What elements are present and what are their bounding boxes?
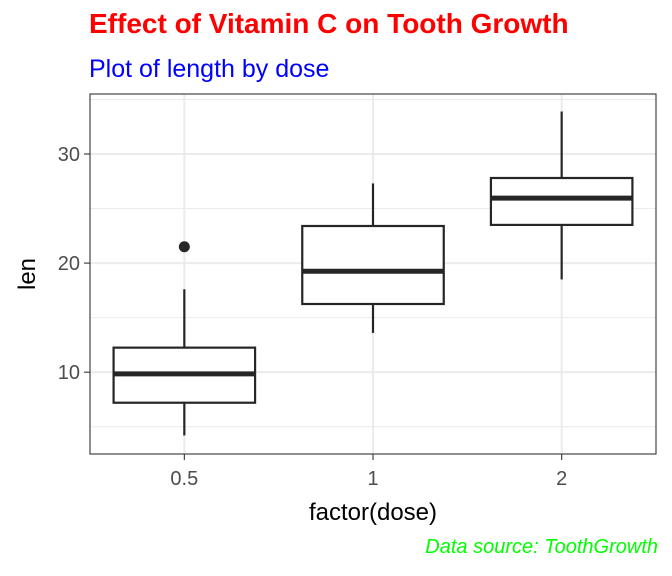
x-tick-label: 1 bbox=[367, 468, 378, 490]
x-tick-label: 2 bbox=[556, 468, 567, 490]
x-axis: 0.5 1 2 bbox=[170, 454, 567, 490]
box-0.5 bbox=[112, 241, 257, 436]
box-body bbox=[301, 224, 445, 306]
y-tick-label: 10 bbox=[58, 362, 80, 384]
x-tick-label: 0.5 bbox=[170, 468, 198, 490]
y-tick-label: 30 bbox=[58, 144, 80, 166]
x-axis-label: factor(dose) bbox=[309, 499, 437, 526]
chart-title: Effect of Vitamin C on Tooth Growth bbox=[89, 8, 569, 39]
box-body bbox=[489, 176, 634, 227]
box-series bbox=[112, 111, 634, 436]
outlier-point bbox=[178, 241, 190, 253]
y-axis-label: len bbox=[14, 258, 41, 290]
chart-caption: Data source: ToothGrowth bbox=[425, 536, 658, 558]
y-tick-label: 20 bbox=[58, 253, 80, 275]
chart-subtitle: Plot of length by dose bbox=[89, 55, 330, 83]
box-1 bbox=[301, 183, 445, 333]
y-axis: 10 20 30 bbox=[58, 144, 90, 384]
box-2 bbox=[489, 111, 634, 280]
